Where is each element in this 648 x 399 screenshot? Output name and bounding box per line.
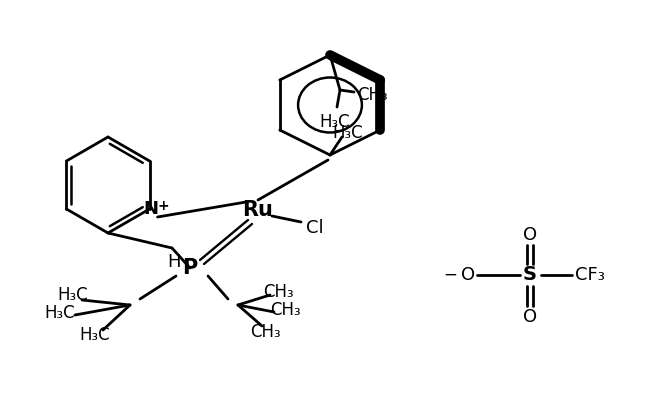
Text: N: N [143,200,158,218]
Text: O: O [461,266,475,284]
Text: CH₃: CH₃ [249,323,281,341]
Text: Cl: Cl [307,219,324,237]
Text: CH₃: CH₃ [356,86,388,104]
Text: H₃C: H₃C [58,286,88,304]
Text: CH₃: CH₃ [262,283,294,301]
Text: CH₃: CH₃ [270,301,300,319]
Text: H₃C: H₃C [332,124,364,142]
Text: O: O [523,308,537,326]
Text: H₃C: H₃C [45,304,75,322]
Text: CF₃: CF₃ [575,266,605,284]
Text: S: S [523,265,537,284]
Text: H: H [167,253,181,271]
Text: H₃C: H₃C [80,326,110,344]
Text: +: + [157,199,169,213]
Text: P: P [182,258,198,278]
Text: O: O [523,226,537,244]
Text: H₃C: H₃C [319,113,351,131]
Text: −: − [443,266,457,284]
Text: Ru: Ru [242,200,273,220]
